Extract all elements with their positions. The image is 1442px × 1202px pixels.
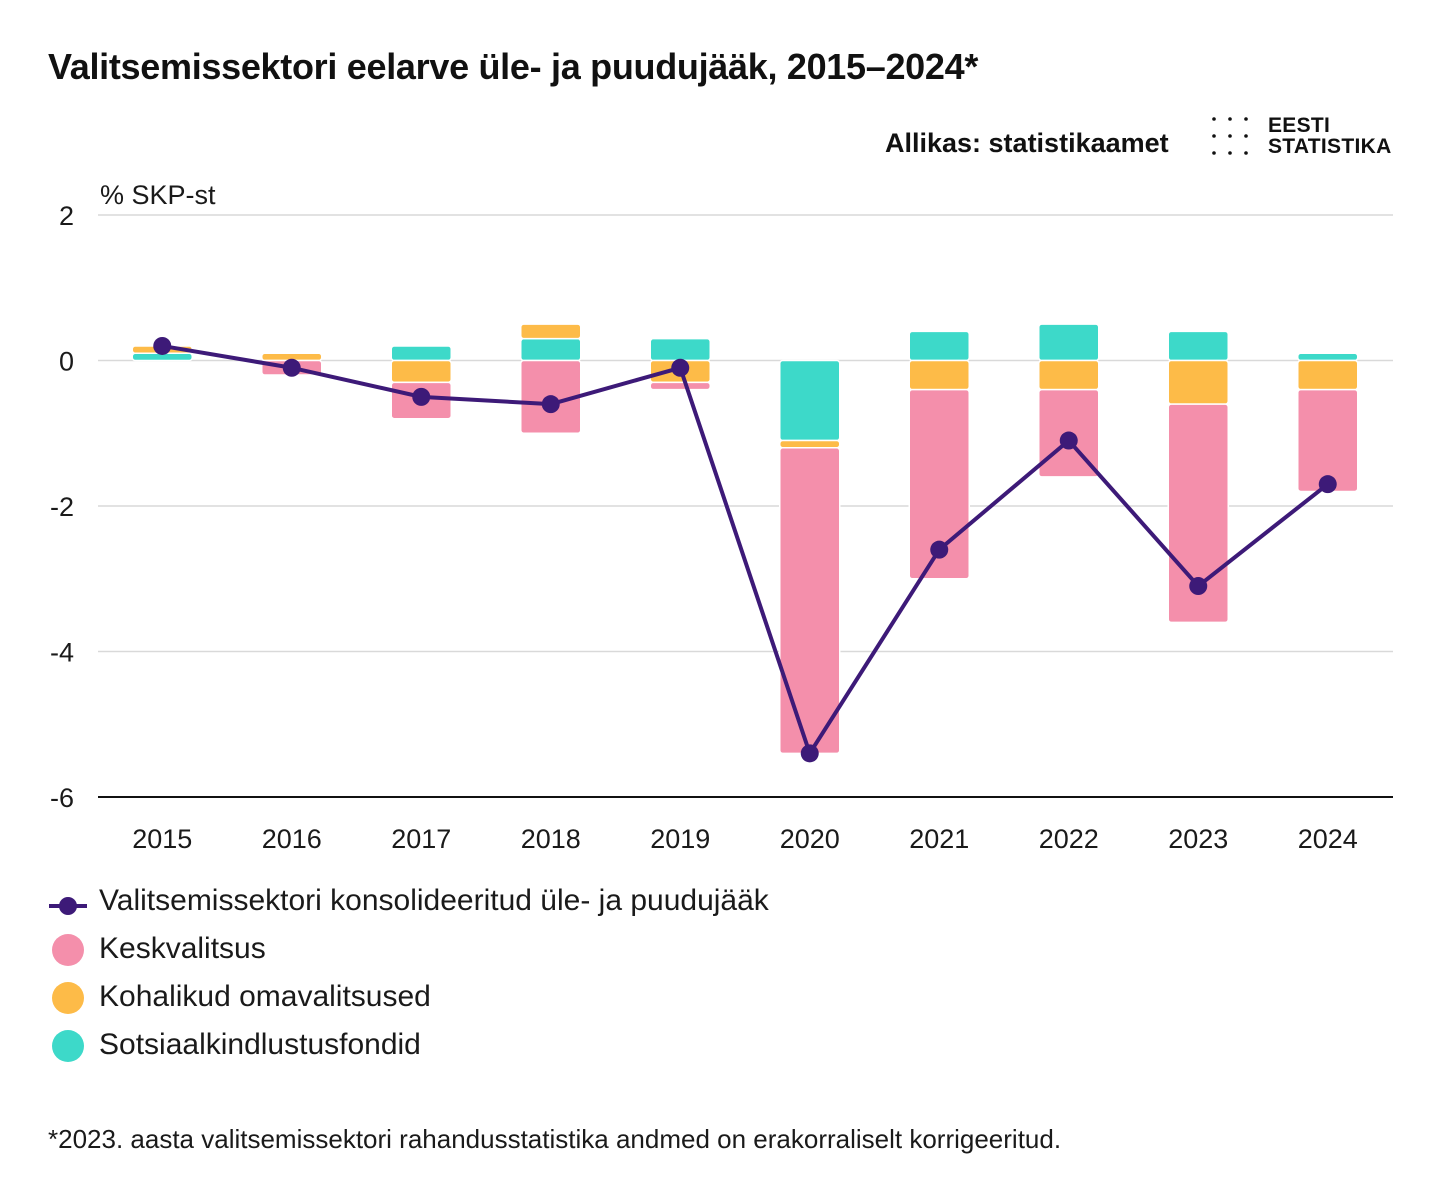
eesti-statistika-logo: EESTI STATISTIKA bbox=[1208, 114, 1408, 164]
bar-sotsiaal-2024 bbox=[1297, 352, 1359, 362]
legend-label: Valitsemissektori konsolideeritud üle- j… bbox=[99, 884, 769, 917]
balance-point-2021 bbox=[930, 540, 949, 559]
bar-kohalikud-2021 bbox=[908, 359, 970, 391]
y-tick-label: -4 bbox=[50, 638, 74, 668]
y-tick-label: -2 bbox=[50, 492, 74, 522]
bar-kohalikud-2023 bbox=[1167, 359, 1229, 405]
balance-point-2018 bbox=[541, 395, 560, 414]
balance-line bbox=[161, 343, 1329, 756]
bar-sotsiaal-2021 bbox=[908, 330, 970, 362]
x-tick-label: 2020 bbox=[780, 824, 840, 854]
bar-kohalikud-2024 bbox=[1297, 359, 1359, 391]
logo-dots-icon bbox=[1212, 117, 1248, 155]
bar-kohalikud-2017 bbox=[390, 359, 452, 384]
bar-keskvalitsus-2021 bbox=[908, 388, 970, 580]
bar-kohalikud-2018 bbox=[520, 323, 582, 340]
balance-point-2024 bbox=[1318, 475, 1337, 494]
x-tick-label: 2017 bbox=[391, 824, 451, 854]
balance-point-2017 bbox=[412, 387, 431, 406]
source-label: Allikas: statistikaamet bbox=[885, 128, 1169, 158]
footnote: *2023. aasta valitsemissektori rahanduss… bbox=[48, 1124, 1062, 1154]
y-tick-label: 2 bbox=[59, 201, 74, 231]
legend-color-swatch bbox=[52, 934, 84, 966]
bar-sotsiaal-2022 bbox=[1038, 323, 1100, 362]
logo-line-1: EESTI bbox=[1268, 114, 1331, 137]
legend-label: Keskvalitsus bbox=[99, 932, 266, 965]
logo-text: EESTI STATISTIKA bbox=[1268, 115, 1392, 157]
y-tick-label: -6 bbox=[50, 783, 74, 813]
bar-keskvalitsus-2020 bbox=[779, 447, 841, 755]
balance-point-2016 bbox=[282, 358, 301, 377]
y-axis-label: % SKP-st bbox=[100, 180, 216, 210]
bar-sotsiaal-2019 bbox=[649, 337, 711, 362]
legend-line-swatch bbox=[49, 897, 87, 915]
legend-label: Kohalikud omavalitsused bbox=[99, 980, 431, 1013]
x-tick-label: 2022 bbox=[1039, 824, 1099, 854]
x-tick-label: 2018 bbox=[521, 824, 581, 854]
bar-sotsiaal-2023 bbox=[1167, 330, 1229, 362]
logo-line-2: STATISTIKA bbox=[1268, 135, 1392, 158]
balance-point-2020 bbox=[800, 744, 819, 763]
bar-keskvalitsus-2019 bbox=[649, 381, 711, 391]
x-tick-label: 2021 bbox=[909, 824, 969, 854]
legend-color-swatch bbox=[52, 1030, 84, 1062]
x-tick-label: 2024 bbox=[1298, 824, 1358, 854]
balance-point-2015 bbox=[153, 336, 172, 355]
bar-sotsiaal-2018 bbox=[520, 337, 582, 362]
y-tick-label: 0 bbox=[59, 347, 74, 377]
bar-kohalikud-2022 bbox=[1038, 359, 1100, 391]
legend-label: Sotsiaalkindlustusfondid bbox=[99, 1028, 421, 1061]
legend-color-swatch bbox=[52, 982, 84, 1014]
x-tick-label: 2019 bbox=[650, 824, 710, 854]
balance-point-2019 bbox=[671, 358, 690, 377]
x-tick-label: 2015 bbox=[132, 824, 192, 854]
x-tick-label: 2023 bbox=[1168, 824, 1228, 854]
balance-point-2022 bbox=[1059, 431, 1078, 450]
bar-sotsiaal-2020 bbox=[779, 359, 841, 442]
bar-sotsiaal-2017 bbox=[390, 345, 452, 362]
chart-area: % SKP-st 2 0 -2 -4 -6 2015 2016 2017 2018 2019 2020… bbox=[50, 180, 1393, 854]
bar-kohalikud-2020 bbox=[779, 439, 841, 449]
chart-title: Valitsemissektori eelarve üle- ja puuduj… bbox=[48, 46, 979, 87]
balance-point-2023 bbox=[1189, 577, 1208, 596]
x-tick-label: 2016 bbox=[262, 824, 322, 854]
